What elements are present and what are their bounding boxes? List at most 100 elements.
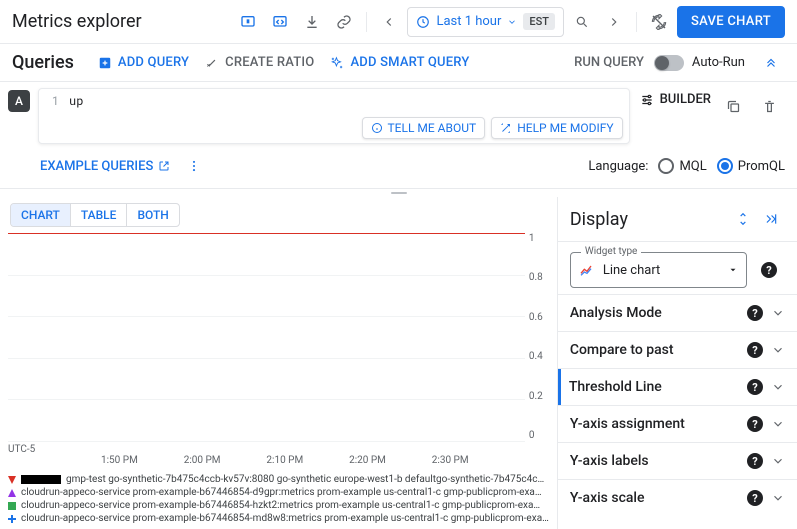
auto-run-label: Auto-Run xyxy=(692,55,745,70)
open-new-icon xyxy=(158,160,170,172)
display-section-y-axis-assignment[interactable]: Y-axis assignment? xyxy=(558,405,797,442)
help-icon[interactable]: ? xyxy=(747,342,763,358)
widget-type-select[interactable]: Widget type Line chart xyxy=(570,252,747,288)
help-icon[interactable]: ? xyxy=(747,453,763,469)
collapse-panel-icon[interactable] xyxy=(757,205,785,233)
language-radio-mql[interactable]: MQL xyxy=(658,158,706,174)
x-tick: 1:50 PM xyxy=(101,455,138,466)
chevron-down-icon xyxy=(771,306,785,320)
timezone-badge: EST xyxy=(523,13,555,30)
display-header: Display xyxy=(558,197,797,242)
auto-run-toggle[interactable] xyxy=(654,55,684,71)
delete-query-icon[interactable] xyxy=(755,92,783,120)
view-both-button[interactable]: BOTH xyxy=(127,204,178,226)
radio-icon xyxy=(658,158,674,174)
builder-button[interactable]: BUILDER xyxy=(640,92,711,107)
display-section-compare-to-past[interactable]: Compare to past? xyxy=(558,331,797,368)
queries-title: Queries xyxy=(12,52,74,73)
save-chart-button[interactable]: SAVE CHART xyxy=(677,6,785,38)
y-tick: 0 xyxy=(529,430,549,441)
line-chart-icon xyxy=(579,262,595,278)
sort-icon[interactable] xyxy=(729,205,757,233)
download-icon[interactable] xyxy=(298,8,326,36)
display-panel: Display Widget type Line chart ? Analysi… xyxy=(558,197,797,529)
legend-item[interactable]: cloudrun-appeco-service prom-example-b67… xyxy=(8,499,549,512)
y-tick: 1 xyxy=(529,233,549,244)
tell-me-about-button[interactable]: TELL ME ABOUT xyxy=(362,117,486,139)
help-icon[interactable]: ? xyxy=(747,490,763,506)
time-next-button[interactable] xyxy=(600,7,628,37)
time-search-button[interactable] xyxy=(568,7,596,37)
section-label: Compare to past xyxy=(570,342,741,358)
help-icon[interactable]: ? xyxy=(747,379,763,395)
language-label: Language: xyxy=(588,159,648,174)
link-icon[interactable] xyxy=(330,8,358,36)
display-section-analysis-mode[interactable]: Analysis Mode? xyxy=(558,294,797,331)
help-icon[interactable]: ? xyxy=(747,305,763,321)
display-section-threshold-line[interactable]: Threshold Line? xyxy=(558,368,797,405)
display-section-y-axis-scale[interactable]: Y-axis scale? xyxy=(558,479,797,516)
create-ratio-button[interactable]: CREATE RATIO xyxy=(197,51,322,74)
query-editor[interactable]: 1 up TELL ME ABOUT HELP ME MODIFY xyxy=(38,88,630,144)
redacted-label xyxy=(21,475,61,484)
time-prev-button[interactable] xyxy=(375,7,403,37)
legend-text: gmp-test go-synthetic-7b475c4ccb-kv57v:8… xyxy=(66,474,544,485)
collapse-queries-icon[interactable] xyxy=(757,49,785,77)
legend-item[interactable]: cloudrun-appeco-service prom-example-b67… xyxy=(8,512,549,525)
add-smart-query-button[interactable]: ADD SMART QUERY xyxy=(322,51,477,74)
query-code[interactable]: up xyxy=(69,93,83,109)
widget-type-value: Line chart xyxy=(603,263,660,278)
data-line xyxy=(8,233,525,234)
chevron-down-icon xyxy=(771,380,785,394)
add-query-button[interactable]: ADD QUERY xyxy=(90,51,197,74)
view-toggle: CHART TABLE BOTH xyxy=(10,203,180,227)
y-tick: 0.8 xyxy=(529,272,549,283)
header-toolbar: Last 1 hour EST SAVE CHART xyxy=(234,6,785,38)
plus-box-icon xyxy=(98,56,112,70)
gridline xyxy=(8,316,525,317)
run-query-button[interactable]: RUN QUERY xyxy=(574,55,644,70)
query-tab-a[interactable]: A xyxy=(8,90,30,112)
help-icon[interactable]: ? xyxy=(761,262,777,278)
legend-text: cloudrun-appeco-service prom-example-b67… xyxy=(21,513,549,524)
tune-icon xyxy=(640,93,654,107)
view-chart-button[interactable]: CHART xyxy=(11,204,71,226)
legend-item[interactable]: cloudrun-appeco-service prom-example-b67… xyxy=(8,486,549,499)
duplicate-query-icon[interactable] xyxy=(719,92,747,120)
chevron-down-icon xyxy=(771,343,785,357)
resize-handle[interactable] xyxy=(0,189,797,197)
line-number: 1 xyxy=(45,93,59,109)
help-me-modify-button[interactable]: HELP ME MODIFY xyxy=(491,117,622,139)
time-range-label: Last 1 hour xyxy=(436,14,501,29)
view-table-button[interactable]: TABLE xyxy=(71,204,128,226)
query-more-icon[interactable] xyxy=(180,152,208,180)
chevron-down-icon xyxy=(771,417,785,431)
autorefresh-off-icon[interactable] xyxy=(645,8,673,36)
plot: 10.80.60.40.20 UTC-5 1:50 PM2:00 PM2:10 … xyxy=(8,233,549,471)
example-queries-link[interactable]: EXAMPLE QUERIES xyxy=(40,159,170,174)
sparkle-icon xyxy=(330,56,344,70)
section-label: Y-axis labels xyxy=(570,453,741,469)
legend-marker-icon xyxy=(8,476,16,484)
legend-marker-icon xyxy=(8,502,16,510)
query-editor-row: A 1 up TELL ME ABOUT HELP ME MODIFY BUIL… xyxy=(0,82,797,146)
help-icon[interactable]: ? xyxy=(747,416,763,432)
queries-bar: Queries ADD QUERY CREATE RATIO ADD SMART… xyxy=(0,44,797,82)
section-label: Y-axis scale xyxy=(570,490,741,506)
feedback-icon[interactable] xyxy=(234,8,262,36)
chevron-down-icon xyxy=(771,454,785,468)
section-label: Threshold Line xyxy=(569,379,741,395)
legend-item[interactable]: gmp-test go-synthetic-7b475c4ccb-kv57v:8… xyxy=(8,473,549,486)
legend-marker-icon xyxy=(8,489,16,497)
code-icon[interactable] xyxy=(266,8,294,36)
editor-footer: EXAMPLE QUERIES Language: MQL PromQL xyxy=(0,146,797,189)
plot-body xyxy=(8,233,525,441)
x-tick: 2:00 PM xyxy=(184,455,221,466)
page-title: Metrics explorer xyxy=(12,11,234,32)
display-section-y-axis-labels[interactable]: Y-axis labels? xyxy=(558,442,797,479)
chevron-down-icon xyxy=(728,265,738,275)
y-tick: 0.2 xyxy=(529,391,549,402)
time-range-button[interactable]: Last 1 hour EST xyxy=(407,7,564,37)
language-radio-promql[interactable]: PromQL xyxy=(717,158,785,174)
x-tick: 2:30 PM xyxy=(432,455,469,466)
